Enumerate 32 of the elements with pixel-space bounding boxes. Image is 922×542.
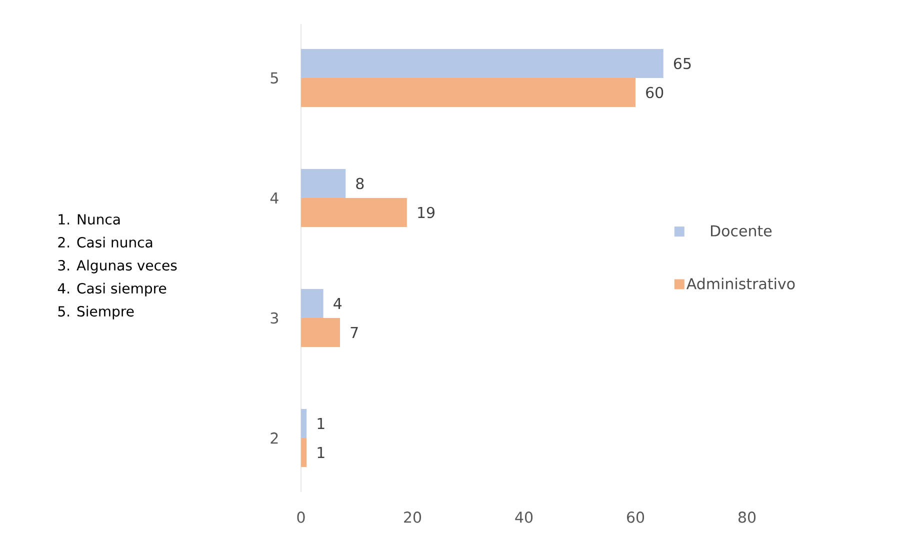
text: 3. Algunas veces [58, 260, 177, 274]
text: 4. Casi siempre [58, 282, 166, 296]
y-tick-label: 3 [270, 312, 278, 324]
data-label: 1 [318, 447, 324, 458]
bar [301, 49, 664, 78]
x-tick-label: 60 [627, 512, 644, 523]
x-tick-label: 20 [404, 512, 422, 523]
bar [301, 318, 340, 348]
bar [301, 289, 324, 318]
x-tick-label: 40 [515, 512, 533, 523]
text: 1. Nunca [58, 214, 120, 225]
y-tick-label: 2 [270, 432, 278, 444]
data-label: 4 [334, 298, 342, 309]
legend-label: Docente [711, 225, 772, 236]
x-tick-label: 0 [297, 512, 305, 523]
bar [301, 169, 346, 198]
data-label: 1 [318, 418, 324, 429]
data-label: 65 [674, 58, 691, 70]
legend-label: Administrativo [686, 278, 795, 290]
y-tick-label: 5 [270, 72, 278, 84]
text: 2. Casi nunca [58, 236, 152, 248]
x-tick-label: 80 [738, 512, 756, 523]
data-label: 19 [418, 206, 434, 218]
bar [301, 198, 407, 228]
bar [301, 78, 636, 108]
data-label: 7 [350, 327, 358, 338]
y-tick-label: 4 [270, 192, 278, 204]
bar [301, 438, 307, 468]
data-label: 60 [646, 86, 664, 98]
data-label: 8 [356, 178, 364, 190]
bar [301, 409, 307, 438]
text: 5. Siempre [58, 306, 134, 320]
